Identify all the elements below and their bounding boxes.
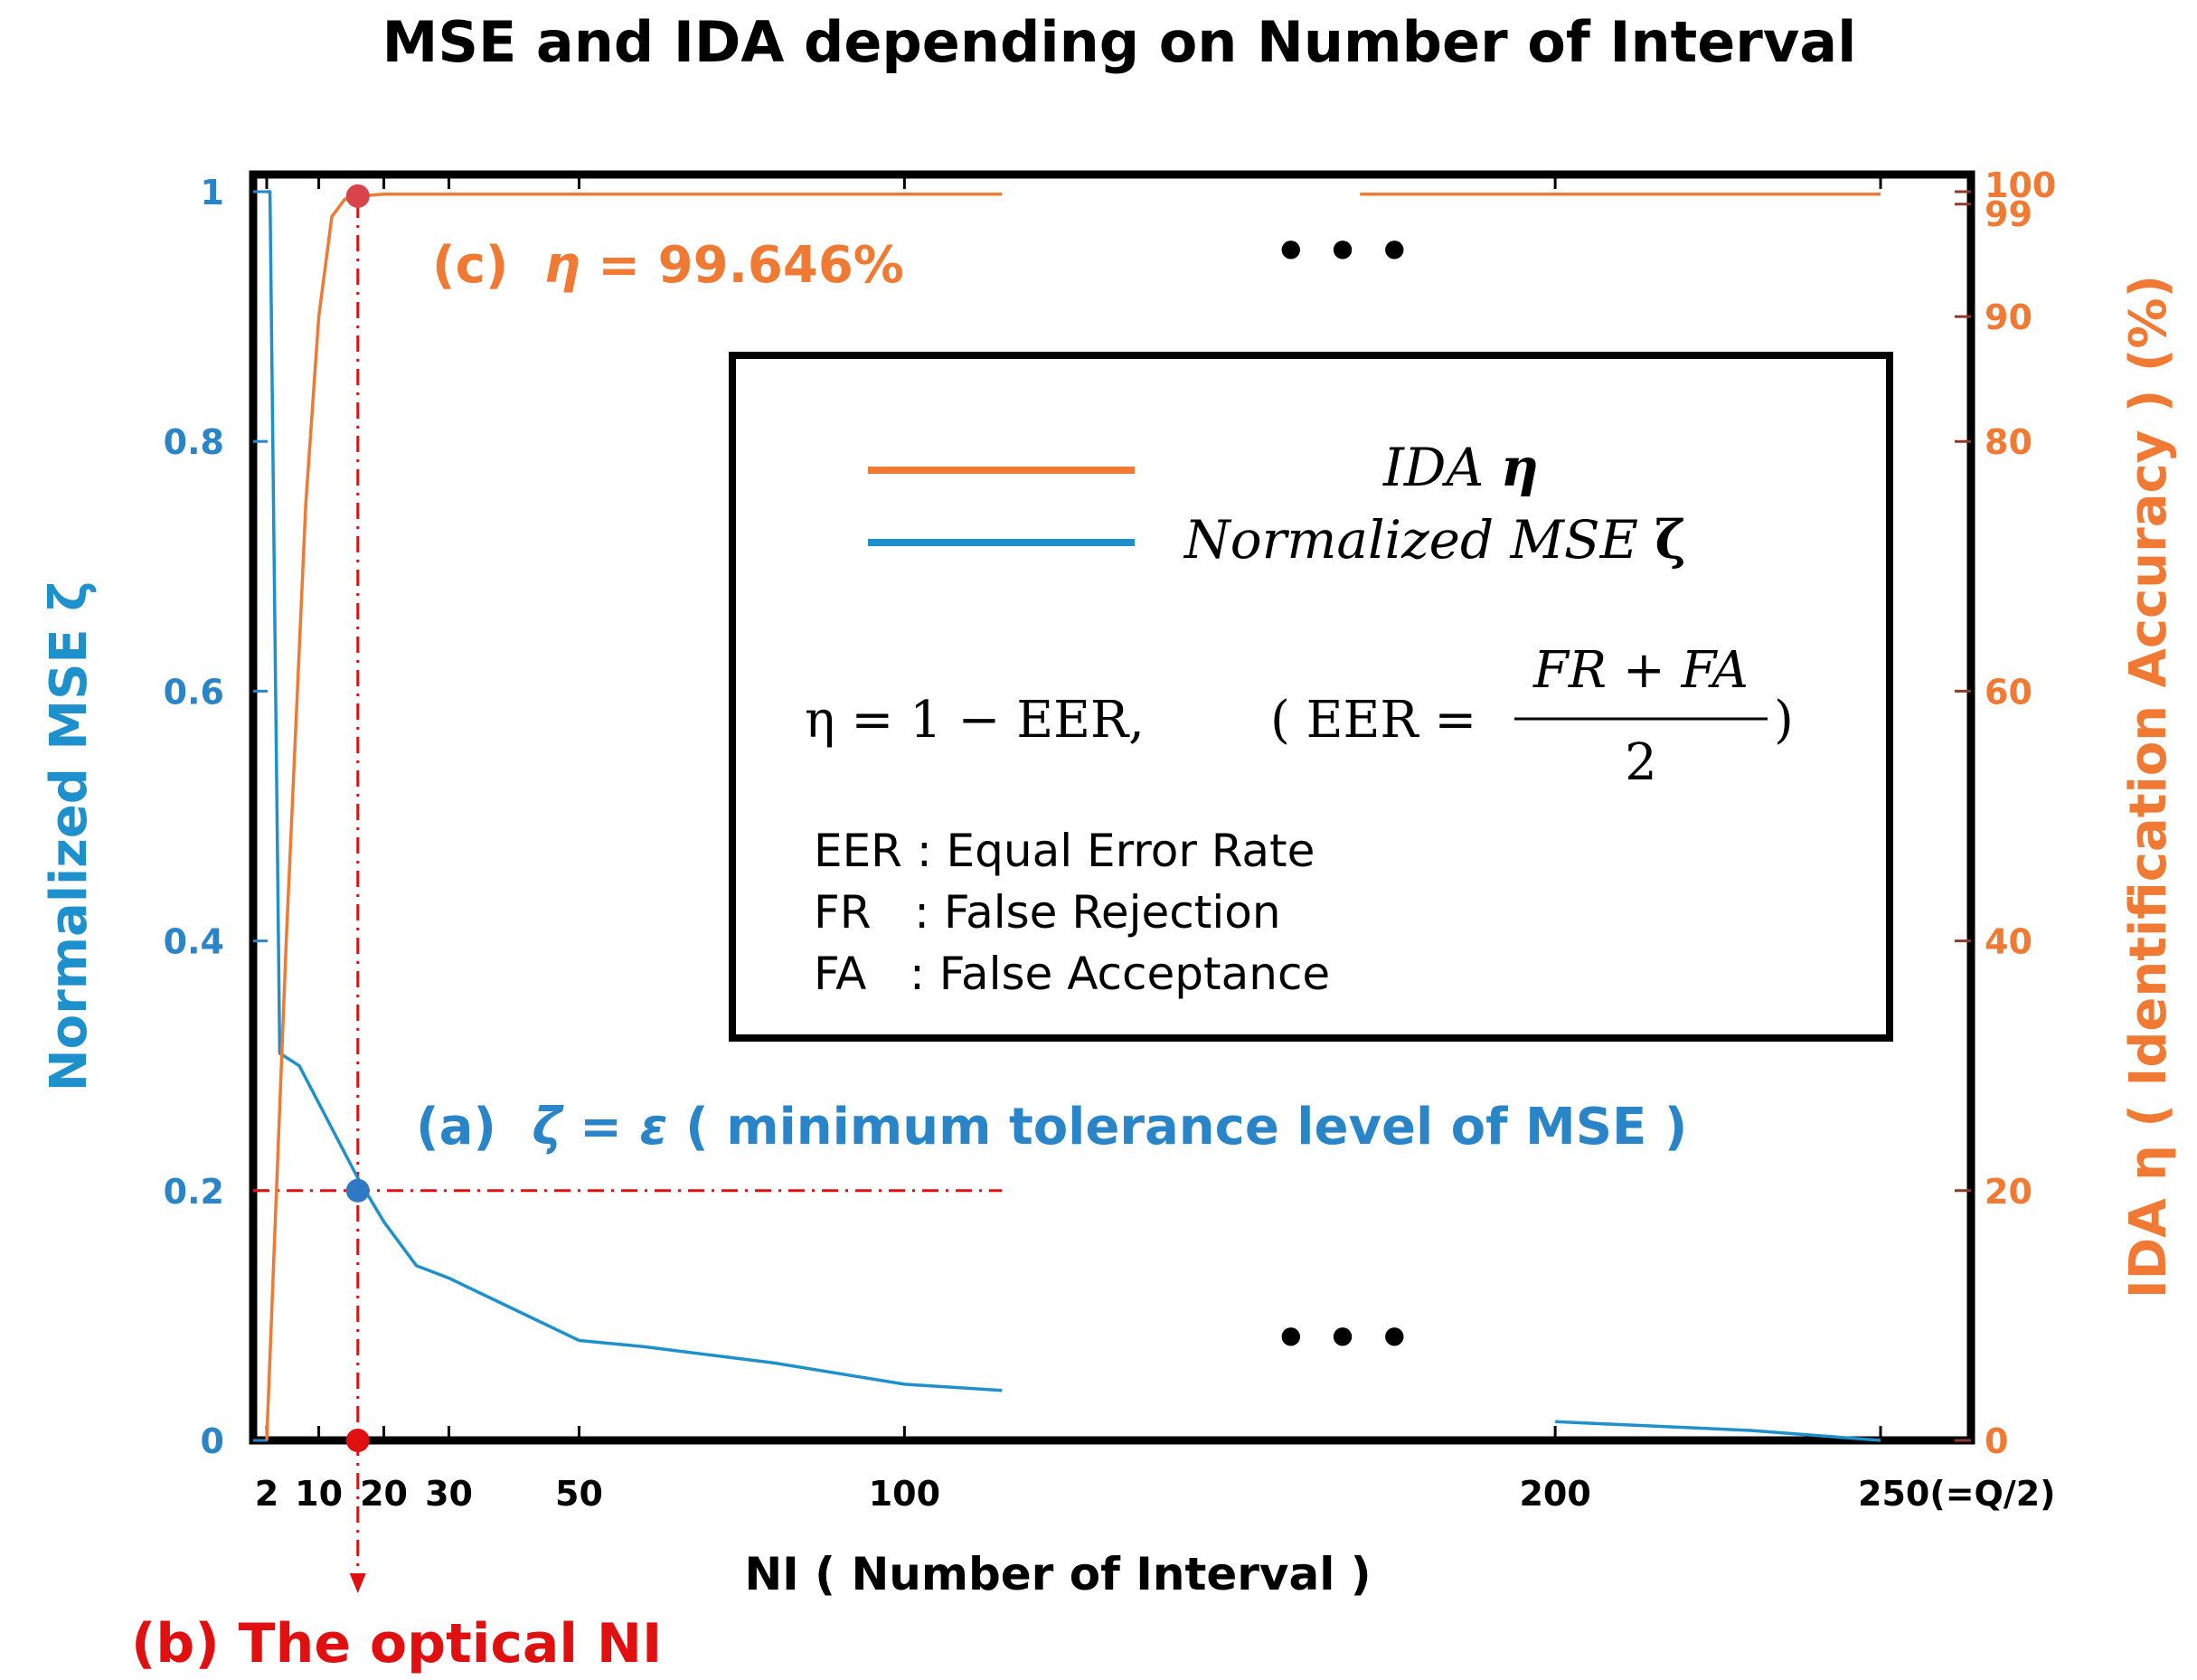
annotation-a-symbol: ζ: [532, 1098, 564, 1156]
y-right-tick-label-5: 90: [1985, 297, 2032, 337]
definition-eer: EER : Equal Error Rate: [814, 825, 1315, 877]
y-left-tick-label-5: 1: [201, 173, 224, 212]
formula-paren-open: ( EER =: [1270, 691, 1476, 750]
legend-label-ida-symbol: η: [1501, 437, 1539, 498]
y-right-tick-label-0: 0: [1985, 1421, 2008, 1461]
annotation-c-symbol: η: [544, 236, 580, 295]
legend-label-mse: Normalized MSE ζ: [1183, 509, 1686, 571]
y-axis-left-label: Normalized MSE ζ: [40, 581, 99, 1092]
annotation-c: (c) η = 99.646%: [432, 236, 904, 295]
formula-lhs: η = 1 − EER,: [805, 691, 1145, 750]
x-axis-label: NI ( Number of Interval ): [744, 1548, 1371, 1600]
annotation-a-text: ( minimum tolerance level of MSE ): [685, 1098, 1687, 1156]
annotation-c-value: = 99.646%: [598, 236, 904, 295]
legend-label-ida: IDA η: [1382, 437, 1539, 498]
ellipsis-bottom: • • •: [1274, 1307, 1411, 1369]
y-right-tick-label-4: 80: [1985, 422, 2032, 462]
legend-label-ida-text: IDA: [1382, 437, 1501, 498]
annotation-a-epsilon: ε: [640, 1098, 668, 1156]
y-right-tick-label-3: 60: [1985, 672, 2032, 712]
y-left-tick-label-0: 0: [201, 1421, 224, 1461]
annotation-a-eq: =: [580, 1098, 639, 1156]
annotation-c-prefix: (c): [432, 236, 508, 295]
y-axis-right-label: IDA η ( Identification Accuracy ) (%): [2119, 275, 2178, 1298]
ida-point: [346, 184, 370, 208]
x-tick-label-2: 20: [360, 1474, 408, 1514]
formula-denominator: 2: [1625, 733, 1657, 792]
ref-arrow-head: [350, 1573, 366, 1593]
definition-fa: FA : False Acceptance: [814, 948, 1330, 1000]
y-right-tick-label-7: 100: [1985, 165, 2056, 205]
y-left-tick-label-2: 0.4: [164, 922, 224, 962]
x-tick-label-1: 10: [295, 1474, 343, 1514]
annotation-b: (b) The optical NI: [131, 1612, 662, 1675]
x-tick-label-4: 50: [555, 1474, 603, 1514]
x-tick-label-3: 30: [425, 1474, 473, 1514]
y-left-tick-label-1: 0.2: [164, 1172, 224, 1212]
legend: IDA η Normalized MSE ζ η = 1 − EER, ( EE…: [732, 355, 1890, 1038]
mse-point: [346, 1179, 370, 1203]
definition-fr: FR : False Rejection: [814, 886, 1281, 939]
y-right-tick-label-2: 40: [1985, 922, 2032, 962]
legend-label-mse-symbol: ζ: [1655, 509, 1685, 571]
x-tick-label-7: 250(=Q/2): [1858, 1474, 2056, 1514]
y-left-tick-label-4: 0.8: [164, 422, 224, 462]
ellipsis-top: • • •: [1274, 221, 1411, 282]
formula-paren-close: ): [1774, 691, 1794, 750]
legend-label-mse-text: Normalized MSE: [1183, 509, 1655, 571]
annotation-a-prefix: (a): [416, 1098, 496, 1156]
optical-ni-point: [346, 1429, 370, 1452]
y-left-tick-label-3: 0.6: [164, 672, 224, 712]
formula-numerator: FR + FA: [1532, 641, 1749, 700]
annotation-a: (a) ζ = ε ( minimum tolerance level of M…: [416, 1098, 1687, 1156]
chart-title: MSE and IDA depending on Number of Inter…: [382, 9, 1857, 75]
x-tick-label-0: 2: [255, 1474, 278, 1514]
y-right-tick-label-1: 20: [1985, 1172, 2032, 1212]
x-tick-label-5: 100: [869, 1474, 940, 1514]
x-tick-label-6: 200: [1519, 1474, 1590, 1514]
